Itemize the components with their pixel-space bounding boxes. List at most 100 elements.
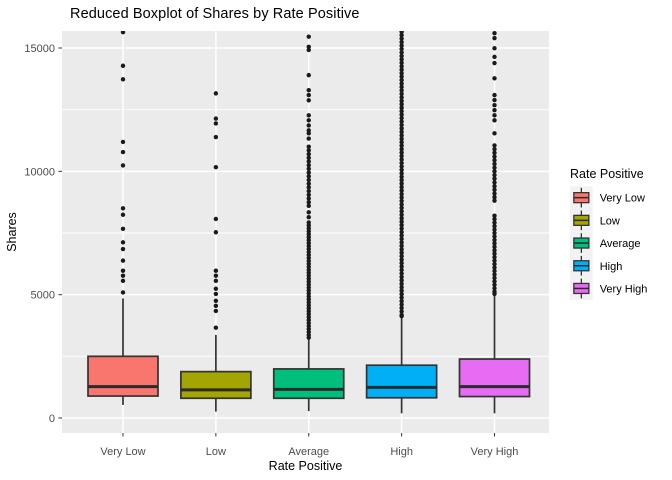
outlier-point — [492, 227, 497, 232]
outlier-point — [399, 295, 404, 300]
outlier-point — [399, 74, 404, 79]
outlier-point — [399, 240, 404, 245]
outlier-point — [399, 160, 404, 166]
outlier-point — [399, 181, 404, 186]
outlier-point — [306, 203, 311, 209]
outlier-point — [306, 72, 311, 78]
outlier-point — [399, 67, 404, 72]
outlier-point — [399, 150, 404, 155]
axes: 0 5000 10000 15000 Very Low Low Average High Ver… — [24, 43, 518, 458]
outlier-point — [306, 170, 311, 175]
outlier-point — [399, 313, 404, 319]
outlier-point — [399, 146, 404, 152]
outlier-point — [492, 272, 497, 277]
outlier-point — [399, 188, 404, 193]
outlier-point — [120, 206, 126, 211]
outlier-point — [399, 70, 404, 76]
outlier-point — [306, 196, 311, 201]
legend-entry: Low — [570, 209, 620, 232]
outlier-point — [492, 244, 497, 250]
outlier-point — [492, 113, 497, 118]
outlier-point — [399, 36, 404, 41]
outlier-point — [306, 192, 311, 197]
legend-entry: Very High — [570, 277, 647, 300]
outlier-point — [306, 159, 311, 164]
outlier-point — [492, 54, 497, 60]
outlier-point — [306, 335, 311, 340]
outlier-point — [306, 151, 311, 157]
outlier-point — [399, 219, 404, 224]
outlier-point — [492, 220, 497, 225]
outlier-point — [306, 166, 311, 172]
outlier-point — [213, 273, 219, 278]
outlier-point — [306, 44, 311, 49]
legend-entry: Average — [570, 231, 640, 255]
outlier-point — [492, 237, 497, 243]
outlier-point — [120, 240, 126, 245]
outlier-point — [120, 149, 126, 155]
outlier-point — [399, 119, 404, 124]
outlier-point — [492, 46, 497, 51]
outlier-point — [306, 210, 311, 215]
outlier-point — [120, 278, 126, 284]
chart-title: Reduced Boxplot of Shares by Rate Positi… — [70, 6, 360, 22]
outlier-point — [399, 57, 404, 62]
outlier-point — [399, 98, 404, 103]
outlier-point — [120, 226, 126, 232]
outlier-point — [492, 169, 497, 174]
outlier-point — [492, 97, 497, 103]
legend-label: Very Low — [600, 193, 645, 205]
outlier-point — [306, 123, 311, 128]
outlier-point — [492, 254, 497, 260]
outlier-point — [492, 180, 497, 185]
outlier-point — [306, 174, 311, 179]
outlier-point — [399, 102, 404, 107]
iqr-box — [180, 370, 252, 400]
outlier-point — [399, 271, 404, 276]
outlier-point — [399, 191, 404, 197]
legend-label: High — [600, 261, 623, 273]
outlier-point — [120, 163, 126, 168]
outlier-point — [492, 35, 497, 41]
outlier-point — [399, 274, 404, 280]
outlier-point — [399, 105, 404, 110]
outlier-point — [492, 118, 497, 123]
outlier-point — [399, 129, 404, 135]
outlier-point — [399, 278, 404, 283]
outlier-point — [399, 205, 404, 211]
outlier-point — [399, 222, 404, 228]
outlier-point — [399, 164, 404, 169]
outlier-point — [492, 76, 497, 81]
outlier-point — [399, 32, 404, 38]
outlier-point — [492, 198, 497, 203]
iqr-box — [272, 368, 345, 400]
outlier-point — [492, 261, 497, 267]
outlier-point — [306, 92, 311, 98]
outlier-point — [399, 46, 404, 52]
outlier-point — [399, 226, 404, 231]
outlier-point — [399, 250, 404, 255]
iqr-box — [87, 355, 159, 397]
outlier-point — [492, 60, 497, 66]
outlier-point — [306, 34, 311, 39]
outlier-point — [399, 267, 404, 273]
outlier-point — [213, 298, 219, 304]
outlier-point — [306, 144, 311, 149]
outlier-point — [399, 84, 404, 90]
outlier-point — [399, 167, 404, 173]
outlier-point — [492, 143, 497, 148]
outlier-point — [399, 247, 404, 252]
outlier-point — [306, 47, 311, 53]
outlier-point — [492, 286, 497, 291]
y-tick-label: 5000 — [31, 290, 55, 302]
y-tick-label: 10000 — [24, 166, 55, 178]
outlier-point — [399, 302, 404, 307]
outlier-point — [492, 216, 497, 222]
outlier-point — [399, 108, 404, 114]
outlier-point — [306, 155, 311, 160]
boxplots — [87, 31, 531, 414]
outlier-point — [399, 281, 404, 287]
boxplot-group — [87, 31, 159, 405]
outlier-point — [492, 258, 497, 263]
outlier-point — [399, 143, 404, 148]
